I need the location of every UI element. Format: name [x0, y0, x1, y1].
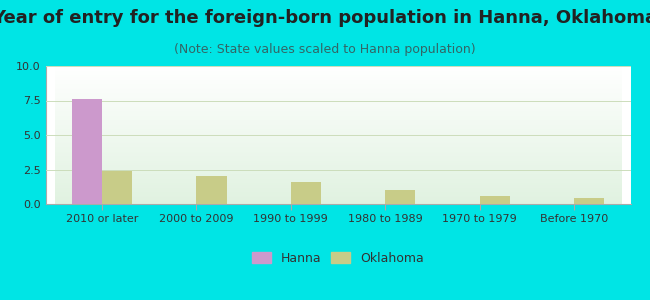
- Bar: [102, 171, 133, 204]
- Legend: Hanna, Oklahoma: Hanna, Oklahoma: [247, 247, 429, 269]
- Bar: [72, 99, 102, 204]
- Bar: [291, 182, 321, 204]
- Text: Year of entry for the foreign-born population in Hanna, Oklahoma: Year of entry for the foreign-born popul…: [0, 9, 650, 27]
- Bar: [385, 190, 415, 204]
- Bar: [574, 198, 604, 204]
- Bar: [196, 176, 227, 204]
- Text: (Note: State values scaled to Hanna population): (Note: State values scaled to Hanna popu…: [174, 44, 476, 56]
- Bar: [480, 196, 510, 204]
